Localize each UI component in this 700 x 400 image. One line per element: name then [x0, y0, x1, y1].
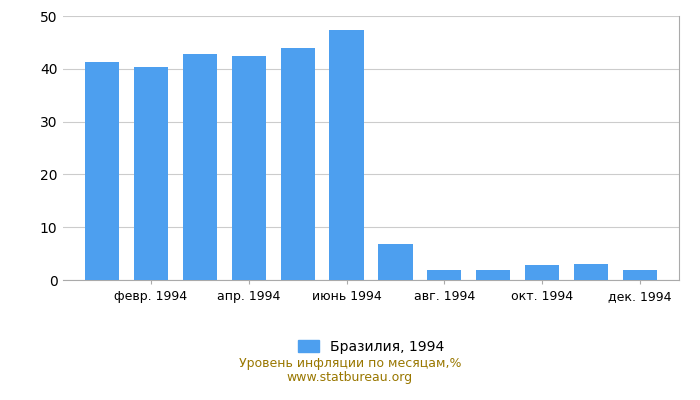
Bar	[232, 56, 266, 280]
Bar	[281, 48, 315, 280]
Bar	[623, 270, 657, 280]
Bar	[330, 30, 364, 280]
Legend: Бразилия, 1994: Бразилия, 1994	[293, 334, 449, 360]
Bar	[476, 270, 510, 280]
Bar	[378, 244, 412, 280]
Bar	[427, 270, 461, 280]
Text: www.statbureau.org: www.statbureau.org	[287, 372, 413, 384]
Bar	[85, 62, 119, 280]
Bar	[574, 264, 608, 280]
Bar	[183, 54, 217, 280]
Bar	[525, 265, 559, 280]
Text: Уровень инфляции по месяцам,%: Уровень инфляции по месяцам,%	[239, 358, 461, 370]
Bar	[134, 67, 168, 280]
